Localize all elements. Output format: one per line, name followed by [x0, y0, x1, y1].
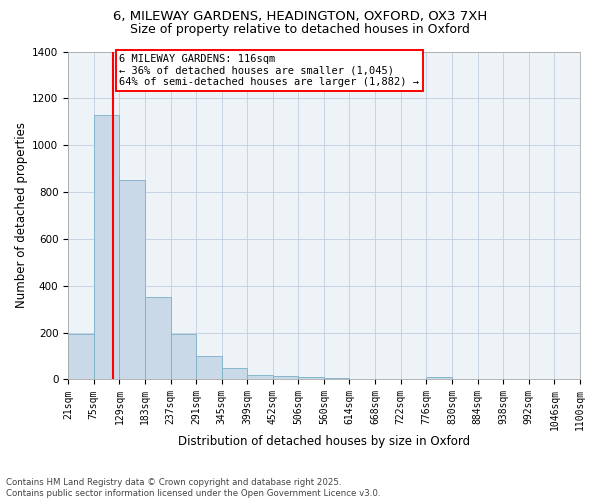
- Bar: [247, 375, 273, 380]
- Bar: [68, 334, 94, 380]
- Bar: [426, 377, 452, 380]
- Bar: [145, 298, 170, 380]
- Y-axis label: Number of detached properties: Number of detached properties: [15, 122, 28, 308]
- Bar: [222, 368, 247, 380]
- Bar: [349, 379, 375, 380]
- Bar: [196, 356, 222, 380]
- Text: Contains HM Land Registry data © Crown copyright and database right 2025.
Contai: Contains HM Land Registry data © Crown c…: [6, 478, 380, 498]
- Text: 6, MILEWAY GARDENS, HEADINGTON, OXFORD, OX3 7XH: 6, MILEWAY GARDENS, HEADINGTON, OXFORD, …: [113, 10, 487, 23]
- Bar: [272, 376, 298, 380]
- Text: Size of property relative to detached houses in Oxford: Size of property relative to detached ho…: [130, 22, 470, 36]
- Bar: [298, 377, 324, 380]
- X-axis label: Distribution of detached houses by size in Oxford: Distribution of detached houses by size …: [178, 434, 470, 448]
- Bar: [94, 115, 119, 380]
- Bar: [119, 180, 145, 380]
- Bar: [324, 378, 349, 380]
- Bar: [170, 334, 196, 380]
- Text: 6 MILEWAY GARDENS: 116sqm
← 36% of detached houses are smaller (1,045)
64% of se: 6 MILEWAY GARDENS: 116sqm ← 36% of detac…: [119, 54, 419, 87]
